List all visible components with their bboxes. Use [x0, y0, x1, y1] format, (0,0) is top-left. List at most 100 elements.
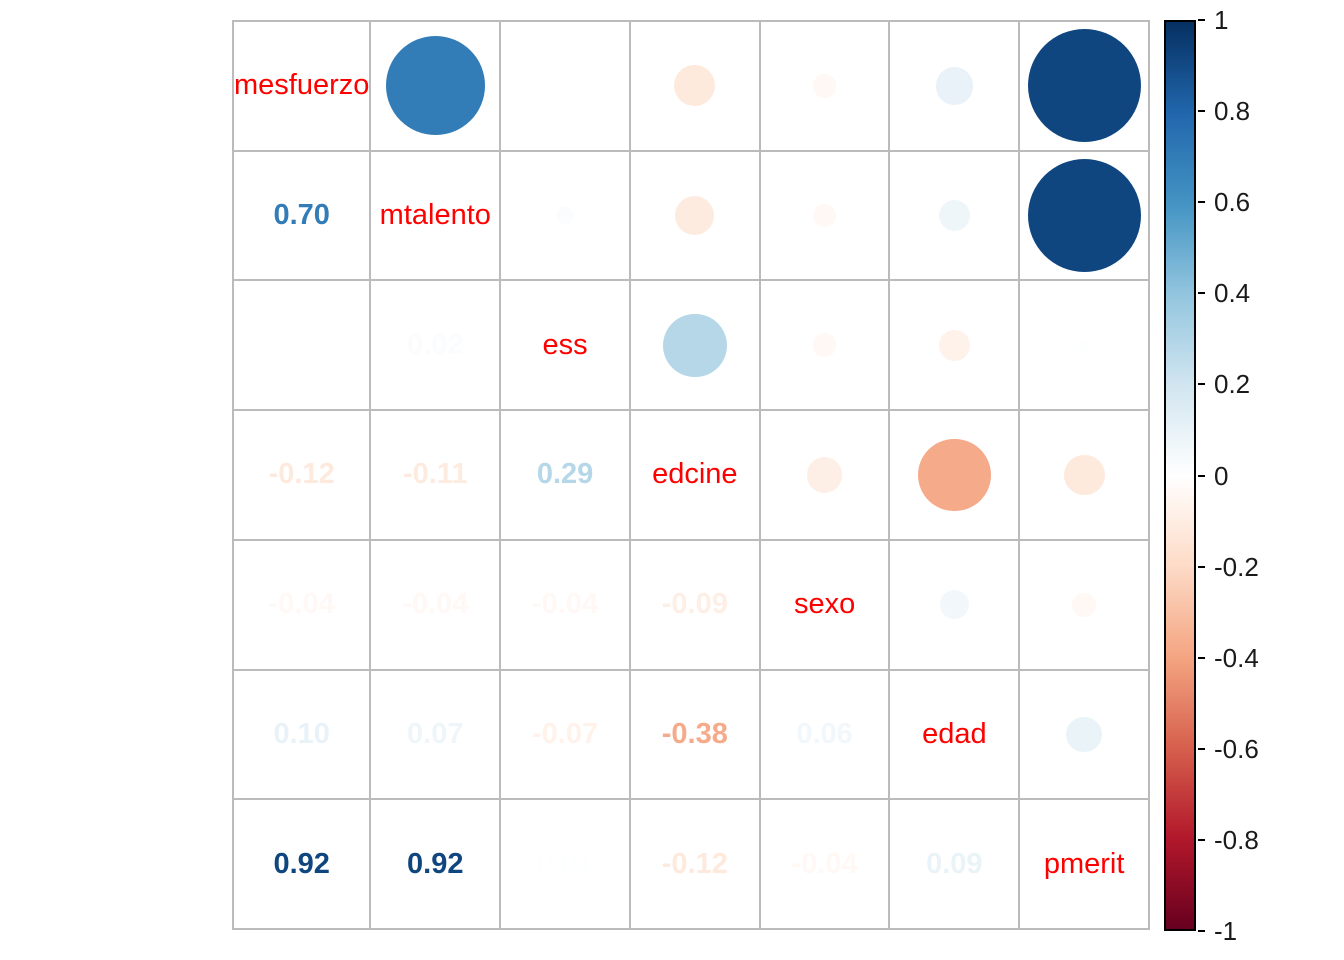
- correlation-circle: [806, 457, 843, 493]
- colorbar-tick-label: 0.2: [1214, 369, 1251, 400]
- variable-label-mtalento: mtalento: [379, 199, 491, 232]
- matrix-cell: -0.04: [760, 800, 891, 930]
- colorbar-tick: [1198, 747, 1205, 750]
- matrix-cell: [371, 22, 502, 152]
- variable-label-ess: ess: [542, 328, 588, 361]
- colorbar-tick: [1198, 930, 1205, 932]
- matrix-cell: [1020, 411, 1150, 541]
- matrix-cell: -0.12: [630, 800, 761, 930]
- correlation-value: -0.04: [791, 847, 858, 880]
- matrix-cell: -0.38: [630, 670, 761, 801]
- matrix-cell: [501, 151, 631, 282]
- correlation-circle: [1066, 716, 1102, 753]
- matrix-cell: 0.70: [234, 151, 372, 282]
- correlation-value: 0.06: [796, 717, 853, 750]
- variable-label-edad: edad: [922, 717, 987, 750]
- matrix-cell: [890, 411, 1021, 541]
- correlation-value: 0.10: [273, 717, 330, 750]
- correlation-circle: [1078, 339, 1090, 352]
- variable-label-edcine: edcine: [652, 458, 738, 491]
- colorbar-tick-label: 1: [1214, 5, 1229, 35]
- correlation-value: 0.09: [926, 847, 983, 880]
- matrix-cell: sexo: [760, 540, 891, 671]
- correlation-circle: [1072, 592, 1096, 617]
- matrix-cell: 0.00: [234, 281, 372, 412]
- colorbar-tick: [1198, 292, 1205, 295]
- correlation-circle: [663, 313, 727, 378]
- correlation-circle: [675, 196, 715, 236]
- matrix-cell: -0.04: [234, 540, 372, 671]
- correlation-value: 0.00: [273, 328, 330, 361]
- matrix-cell: -0.12: [234, 411, 372, 541]
- matrix-cell: [1020, 22, 1150, 152]
- colorbar-tick: [1198, 19, 1205, 21]
- matrix-cell: [1020, 540, 1150, 671]
- correlation-circle: [1027, 29, 1141, 143]
- colorbar-tick-label: 0.6: [1214, 187, 1251, 218]
- correlation-value: -0.09: [661, 588, 728, 621]
- matrix-cell: -0.11: [371, 411, 502, 541]
- colorbar-tick-label: -0.6: [1214, 733, 1259, 764]
- matrix-cell: [630, 22, 761, 152]
- matrix-cell: 0.09: [890, 800, 1021, 930]
- colorbar-tick: [1198, 383, 1205, 386]
- colorbar-tick-label: 0: [1214, 460, 1229, 491]
- colorbar-tick-label: -0.2: [1214, 551, 1259, 582]
- matrix-cell: [760, 411, 891, 541]
- colorbar-tick: [1198, 656, 1205, 659]
- matrix-cell: 0.06: [760, 670, 891, 801]
- correlation-value: 0.07: [407, 717, 464, 750]
- matrix-cell: [760, 151, 891, 282]
- variable-label-pmerit: pmerit: [1043, 847, 1125, 880]
- correlation-value: -0.12: [661, 847, 728, 880]
- variable-label-mesfuerzo: mesfuerzo: [234, 69, 370, 102]
- colorbar-tick-label: 0.8: [1214, 96, 1251, 127]
- matrix-cell: mesfuerzo: [234, 22, 372, 152]
- correlation-value: -0.11: [403, 458, 468, 491]
- colorbar-tick: [1198, 110, 1205, 113]
- matrix-cell: [890, 281, 1021, 412]
- correlation-circle: [1063, 454, 1105, 496]
- colorbar: 1 0.8 0.6 0.4 0.2 0 -0.2 -0.4 -0.6 -0.8 -1: [1164, 7, 1259, 944]
- matrix-cell: pmerit: [1020, 800, 1150, 930]
- correlation-matrix: mesfuerzo 0.70 mtalento 0.00 0.02 ess -0.12 -0.…: [232, 20, 1150, 930]
- matrix-cell: ess: [501, 281, 631, 412]
- matrix-cell: -0.09: [630, 540, 761, 671]
- correlation-value: 0.92: [407, 847, 464, 880]
- correlation-circle: [938, 329, 970, 361]
- correlation-value: -0.04: [531, 588, 599, 621]
- matrix-cell: 0.29: [501, 411, 631, 541]
- matrix-cell: [501, 22, 631, 152]
- correlation-value: -0.04: [268, 588, 335, 621]
- matrix-cell: 0.01: [501, 800, 631, 930]
- colorbar-tick-label: -1: [1214, 916, 1238, 946]
- correlation-circle: [938, 199, 970, 232]
- correlation-circle: [939, 590, 969, 620]
- matrix-cell: [760, 281, 891, 412]
- correlation-value: -0.04: [402, 588, 469, 621]
- correlation-value: 0.29: [536, 458, 594, 491]
- variable-label-sexo: sexo: [793, 588, 856, 621]
- matrix-cell: [890, 22, 1021, 152]
- matrix-cell: -0.07: [501, 670, 631, 801]
- colorbar-tick-label: 0.4: [1214, 278, 1251, 309]
- matrix-cell: [630, 281, 761, 412]
- correlation-circle: [674, 65, 716, 107]
- correlation-value: 0.02: [407, 328, 464, 361]
- matrix-cell: 0.92: [371, 800, 502, 930]
- colorbar-tick-label: -0.8: [1214, 824, 1259, 855]
- matrix-cell: 0.10: [234, 670, 372, 801]
- colorbar-gradient: [1164, 20, 1196, 931]
- colorbar-tick-label: -0.4: [1214, 642, 1259, 673]
- matrix-cell: -0.04: [501, 540, 631, 671]
- matrix-cell: 0.07: [371, 670, 502, 801]
- correlation-value: 0.01: [536, 847, 594, 880]
- correlation-circle: [812, 203, 837, 228]
- correlation-value: 0.92: [273, 847, 330, 880]
- correlation-value: 0.70: [273, 199, 330, 232]
- correlation-circle: [917, 438, 991, 512]
- correlation-circle: [1027, 158, 1141, 273]
- matrix-cell: edcine: [630, 411, 761, 541]
- matrix-cell: 0.92: [234, 800, 372, 930]
- matrix-cell: [760, 22, 891, 152]
